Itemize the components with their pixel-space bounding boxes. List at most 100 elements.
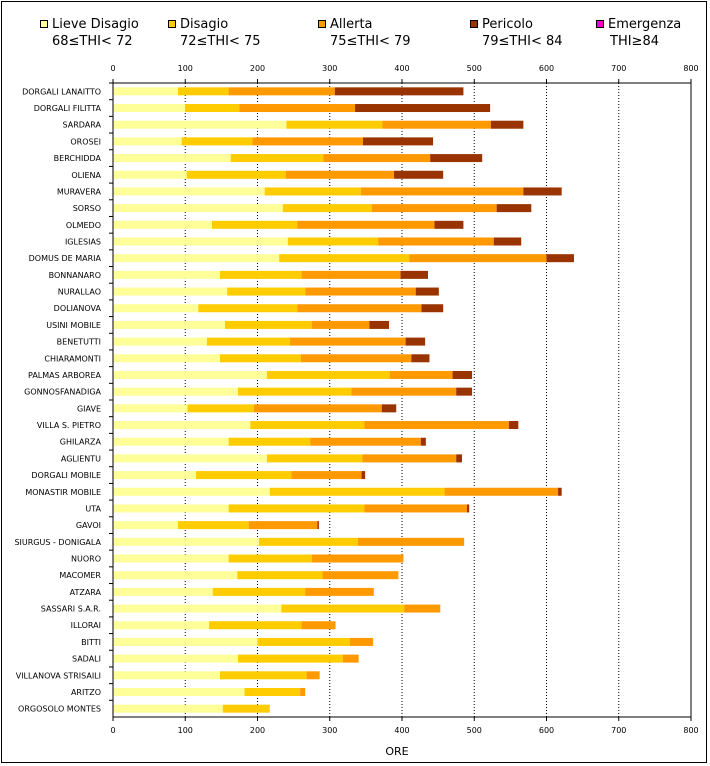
bar-villanova-strisaili-lieve-disagio — [113, 671, 220, 680]
bar-villa-s-pietro-disagio — [250, 421, 365, 430]
bar-sardara-disagio — [286, 120, 383, 129]
bar-atzara-lieve-disagio — [113, 587, 213, 596]
bar-nuoro-lieve-disagio — [113, 554, 229, 563]
legend-range-allerta: 75≤THI< 79 — [330, 34, 411, 49]
bar-olmedo-disagio — [211, 220, 298, 229]
bar-siurgus-donigala-allerta — [357, 537, 465, 546]
bar-macomer-lieve-disagio — [113, 571, 238, 580]
bar-domus-de-maria-pericolo — [546, 254, 574, 263]
bar-aglientu-disagio — [266, 454, 363, 463]
bar-chiaramonti-lieve-disagio — [113, 354, 220, 363]
legend-range-pericolo: 79≤THI< 84 — [482, 34, 563, 49]
bar-dorgali-filitta-disagio — [185, 104, 240, 113]
bar-dorgali-mobile-lieve-disagio — [113, 471, 197, 480]
bar-sorso-disagio — [282, 204, 372, 213]
category-label: SARDARA — [63, 121, 102, 130]
bar-iglesias-lieve-disagio — [113, 237, 288, 246]
bar-nurallao-pericolo — [415, 287, 439, 296]
legend-label-pericolo: Pericolo — [482, 17, 533, 32]
bar-sorso-allerta — [371, 204, 497, 213]
bar-siurgus-donigala-disagio — [258, 537, 358, 546]
category-label: NURALLAO — [58, 288, 101, 297]
bar-bonnanaro-lieve-disagio — [113, 270, 220, 279]
bar-dorgali-lanaitto-disagio — [178, 87, 229, 96]
bottom-tick-label: 600 — [539, 726, 554, 735]
legend-label-allerta: Allerta — [330, 17, 373, 32]
bar-dorgali-mobile-allerta — [291, 471, 362, 480]
category-label: BENETUTTI — [57, 338, 101, 347]
bar-monastir-mobile-allerta — [444, 487, 559, 496]
category-label: USINI MOBILE — [46, 321, 101, 330]
bottom-tick-label: 300 — [322, 726, 337, 735]
category-label: CHIARAMONTI — [44, 354, 101, 363]
legend-label-emergenza: Emergenza — [608, 17, 682, 32]
bar-dorgali-filitta-pericolo — [355, 104, 491, 113]
bar-orosei-allerta — [252, 137, 363, 146]
bar-dorgali-lanaitto-allerta — [228, 87, 335, 96]
bar-oliena-disagio — [186, 170, 286, 179]
bar-palmas-arborea-allerta — [389, 370, 453, 379]
category-label: GONNOSFANADIGA — [24, 388, 101, 397]
bar-villa-s-pietro-lieve-disagio — [113, 421, 251, 430]
bar-villanova-strisaili-disagio — [219, 671, 307, 680]
category-label: BITTI — [81, 638, 101, 647]
category-label: BONNANARO — [49, 271, 101, 280]
bar-berchidda-disagio — [230, 154, 324, 163]
bar-muravera-disagio — [264, 187, 361, 196]
bar-benetutti-disagio — [206, 337, 291, 346]
top-tick-label: 400 — [394, 64, 409, 73]
category-label: MURAVERA — [57, 187, 102, 196]
bar-macomer-disagio — [237, 571, 323, 580]
category-label: GIAVE — [77, 404, 101, 413]
bar-atzara-disagio — [212, 587, 306, 596]
bar-muravera-pericolo — [523, 187, 562, 196]
category-label: ILLORAI — [71, 621, 101, 630]
bar-iglesias-pericolo — [493, 237, 522, 246]
bar-dorgali-filitta-lieve-disagio — [113, 104, 186, 113]
bar-orgosolo-montes-lieve-disagio — [113, 704, 223, 713]
bar-sadali-allerta — [342, 654, 359, 663]
bar-dorgali-lanaitto-pericolo — [334, 87, 464, 96]
bar-bitti-allerta — [349, 637, 374, 646]
category-label: AGLIENTU — [61, 454, 101, 463]
bottom-tick-label: 800 — [683, 726, 698, 735]
bar-illorai-allerta — [301, 621, 336, 630]
bar-dorgali-mobile-pericolo — [361, 471, 366, 480]
category-label: UTA — [85, 504, 101, 513]
bar-domus-de-maria-disagio — [279, 254, 410, 263]
bar-ghilarza-lieve-disagio — [113, 437, 229, 446]
bar-palmas-arborea-pericolo — [452, 370, 473, 379]
bar-ghilarza-allerta — [310, 437, 421, 446]
category-label: PALMAS ARBOREA — [28, 371, 102, 380]
bar-iglesias-disagio — [287, 237, 379, 246]
legend-range-disagio: 72≤THI< 75 — [180, 34, 261, 49]
bar-giave-disagio — [187, 404, 254, 413]
bar-oliena-lieve-disagio — [113, 170, 187, 179]
category-label: BERCHIDDA — [54, 154, 102, 163]
legend-swatch-allerta — [318, 20, 326, 28]
bar-giave-pericolo — [381, 404, 397, 413]
bar-uta-disagio — [228, 504, 365, 513]
bar-sorso-lieve-disagio — [113, 204, 283, 213]
category-label: VILLANOVA STRISAILI — [16, 671, 101, 680]
bar-dorgali-mobile-disagio — [196, 471, 292, 480]
bar-chiaramonti-allerta — [300, 354, 412, 363]
category-label: SASSARI S.A.R. — [41, 605, 101, 614]
bar-orosei-pericolo — [362, 137, 434, 146]
category-label: SADALI — [72, 655, 101, 664]
bottom-tick-label: 400 — [394, 726, 409, 735]
bar-gavoi-allerta — [248, 521, 318, 530]
category-label: DORGALI MOBILE — [31, 471, 101, 480]
bar-palmas-arborea-lieve-disagio — [113, 370, 267, 379]
bar-olmedo-lieve-disagio — [113, 220, 212, 229]
bar-chiaramonti-disagio — [219, 354, 301, 363]
bottom-tick-label: 0 — [110, 726, 115, 735]
bar-dolianova-disagio — [198, 304, 298, 313]
bar-nurallao-lieve-disagio — [113, 287, 228, 296]
legend-swatch-lieve-disagio — [40, 20, 48, 28]
bar-orosei-disagio — [181, 137, 253, 146]
legend-range-lieve-disagio: 68≤THI< 72 — [52, 34, 133, 49]
bar-berchidda-pericolo — [430, 154, 483, 163]
bar-aritzo-lieve-disagio — [113, 687, 245, 696]
category-label: ORGOSOLO MONTES — [18, 705, 101, 714]
